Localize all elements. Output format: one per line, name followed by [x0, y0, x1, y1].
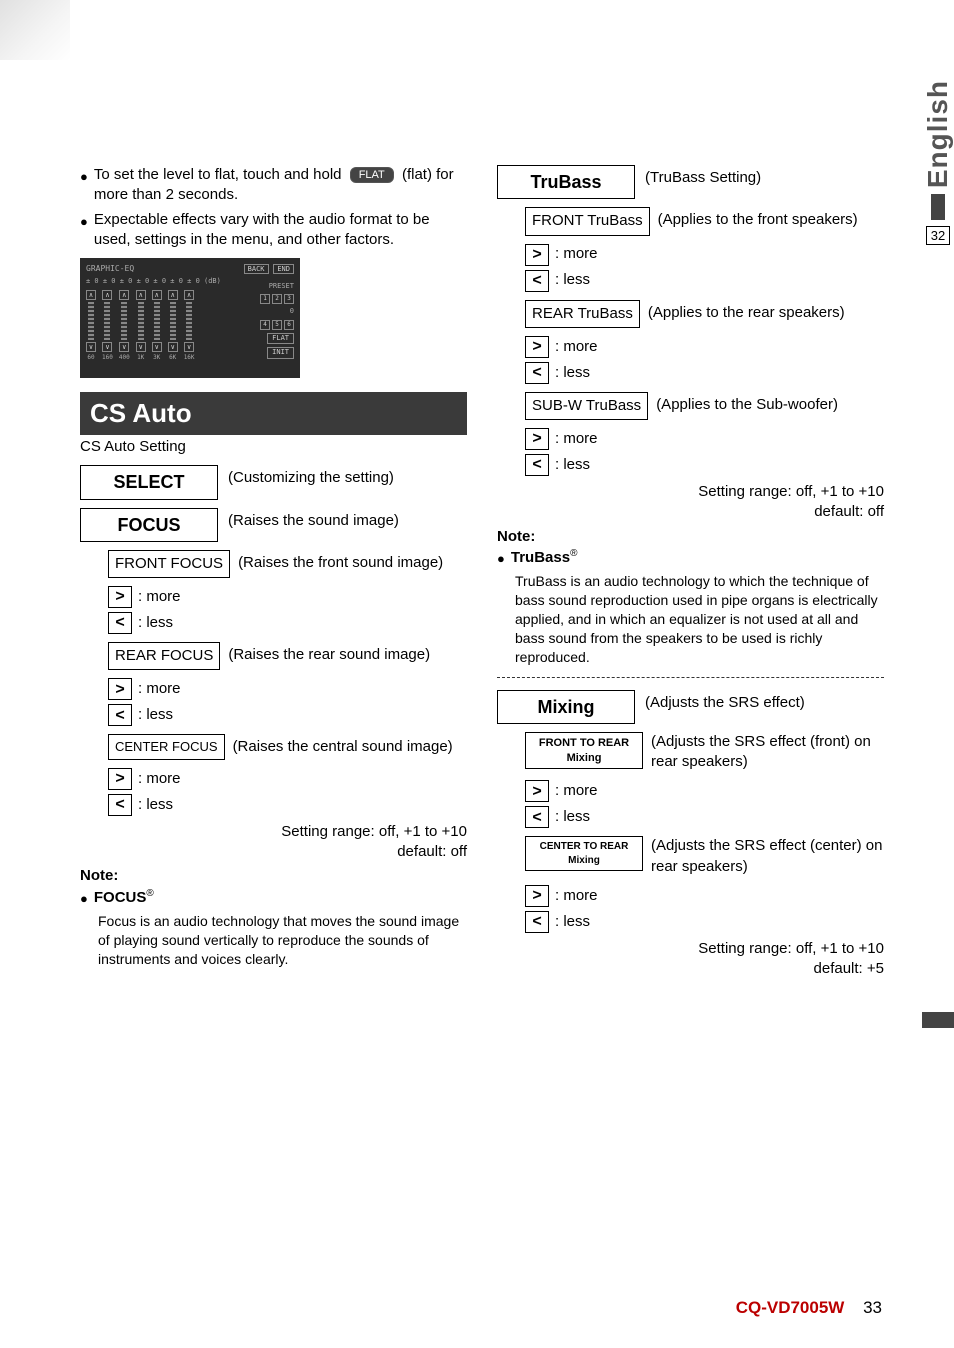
page-number: 33: [863, 1298, 882, 1317]
eq-end-button: END: [273, 264, 294, 274]
more-label: : more: [138, 679, 181, 699]
language-bar: [931, 194, 945, 220]
front-to-rear-desc: (Adjusts the SRS effect (front) on rear …: [651, 732, 884, 773]
focus-desc: (Raises the sound image): [228, 508, 399, 531]
right-column: TruBass (TruBass Setting) FRONT TruBass …: [497, 165, 884, 983]
front-to-rear-box: FRONT TO REAR Mixing: [525, 732, 643, 770]
corner-decoration: [0, 0, 70, 60]
cs-auto-heading: CS Auto: [80, 392, 467, 435]
mixing-range: Setting range: off, +1 to +10: [497, 939, 884, 959]
center-to-rear-box: CENTER TO REAR Mixing: [525, 836, 643, 871]
trubass-box: TruBass: [497, 165, 635, 199]
rear-focus-box: REAR FOCUS: [108, 642, 220, 670]
less-icon: <: [108, 794, 132, 816]
mixing-box: Mixing: [497, 690, 635, 724]
more-label: : more: [555, 244, 598, 264]
trubass-note-title: TruBass®: [511, 547, 578, 568]
focus-note-title: FOCUS®: [94, 887, 154, 908]
language-label: English: [922, 80, 954, 188]
page-footer: CQ-VD7005W 33: [736, 1298, 882, 1318]
more-icon: >: [108, 678, 132, 700]
more-label: : more: [555, 886, 598, 906]
eq-back-button: BACK: [244, 264, 269, 274]
graphic-eq-screenshot: GRAPHIC-EQ BACK END ± 0 ± 0 ± 0 ± 0 ± 0 …: [80, 258, 300, 378]
rear-trubass-desc: (Applies to the rear speakers): [648, 300, 845, 323]
note-heading: Note:: [80, 866, 467, 886]
center-focus-box: CENTER FOCUS: [108, 734, 225, 760]
subw-trubass-box: SUB-W TruBass: [525, 392, 648, 420]
cs-auto-subheading: CS Auto Setting: [80, 437, 467, 457]
focus-range: Setting range: off, +1 to +10: [80, 822, 467, 842]
front-trubass-box: FRONT TruBass: [525, 207, 650, 235]
trubass-default: default: off: [497, 502, 884, 522]
front-focus-desc: (Raises the front sound image): [238, 550, 443, 573]
less-label: : less: [138, 613, 173, 633]
focus-default: default: off: [80, 842, 467, 862]
front-focus-box: FRONT FOCUS: [108, 550, 230, 578]
more-icon: >: [525, 428, 549, 450]
preset-label: PRESET: [269, 282, 294, 291]
rear-focus-desc: (Raises the rear sound image): [228, 642, 430, 665]
flat-instruction-pre: To set the level to flat, touch and hold: [94, 166, 346, 183]
model-number: CQ-VD7005W: [736, 1298, 845, 1317]
side-accent-bar: [922, 1012, 954, 1028]
side-page-number: 32: [926, 226, 950, 245]
subw-trubass-desc: (Applies to the Sub-woofer): [656, 392, 838, 415]
trubass-desc: (TruBass Setting): [645, 165, 761, 188]
focus-box: FOCUS: [80, 508, 218, 542]
center-focus-desc: (Raises the central sound image): [233, 734, 453, 757]
mixing-default: default: +5: [497, 959, 884, 979]
more-icon: >: [108, 768, 132, 790]
less-icon: <: [525, 911, 549, 933]
less-icon: <: [525, 270, 549, 292]
less-label: : less: [555, 912, 590, 932]
mixing-desc: (Adjusts the SRS effect): [645, 690, 805, 713]
center-to-rear-desc: (Adjusts the SRS effect (center) on rear…: [651, 836, 884, 877]
left-column: ● To set the level to flat, touch and ho…: [80, 165, 467, 983]
eq-init-button: INIT: [267, 347, 294, 358]
more-icon: >: [525, 244, 549, 266]
more-label: : more: [138, 587, 181, 607]
bullet-icon: ●: [80, 887, 88, 908]
less-label: : less: [555, 807, 590, 827]
less-label: : less: [555, 455, 590, 475]
less-icon: <: [108, 704, 132, 726]
flat-badge: FLAT: [350, 167, 394, 184]
less-icon: <: [108, 612, 132, 634]
trubass-range: Setting range: off, +1 to +10: [497, 482, 884, 502]
less-label: : less: [555, 363, 590, 383]
bullet-icon: ●: [80, 165, 88, 206]
more-label: : more: [555, 781, 598, 801]
more-icon: >: [525, 780, 549, 802]
language-tab: English 32: [922, 80, 954, 245]
eq-title: GRAPHIC-EQ: [86, 264, 134, 275]
more-label: : more: [555, 337, 598, 357]
eq-flat-button: FLAT: [267, 333, 294, 344]
trubass-note-body: TruBass is an audio technology to which …: [515, 572, 884, 666]
less-icon: <: [525, 806, 549, 828]
focus-note-body: Focus is an audio technology that moves …: [98, 912, 467, 969]
front-trubass-desc: (Applies to the front speakers): [658, 207, 858, 230]
less-label: : less: [138, 705, 173, 725]
flat-instruction: To set the level to flat, touch and hold…: [94, 165, 467, 206]
more-label: : more: [555, 429, 598, 449]
more-label: : more: [138, 769, 181, 789]
less-icon: <: [525, 362, 549, 384]
note-heading: Note:: [497, 527, 884, 547]
less-label: : less: [555, 270, 590, 290]
select-box: SELECT: [80, 465, 218, 499]
rear-trubass-box: REAR TruBass: [525, 300, 640, 328]
bullet-icon: ●: [497, 547, 505, 568]
more-icon: >: [108, 586, 132, 608]
more-icon: >: [525, 336, 549, 358]
less-label: : less: [138, 795, 173, 815]
bullet-icon: ●: [80, 210, 88, 251]
effects-note: Expectable effects vary with the audio f…: [94, 210, 467, 251]
more-icon: >: [525, 885, 549, 907]
select-desc: (Customizing the setting): [228, 465, 394, 488]
less-icon: <: [525, 454, 549, 476]
divider: [497, 677, 884, 678]
